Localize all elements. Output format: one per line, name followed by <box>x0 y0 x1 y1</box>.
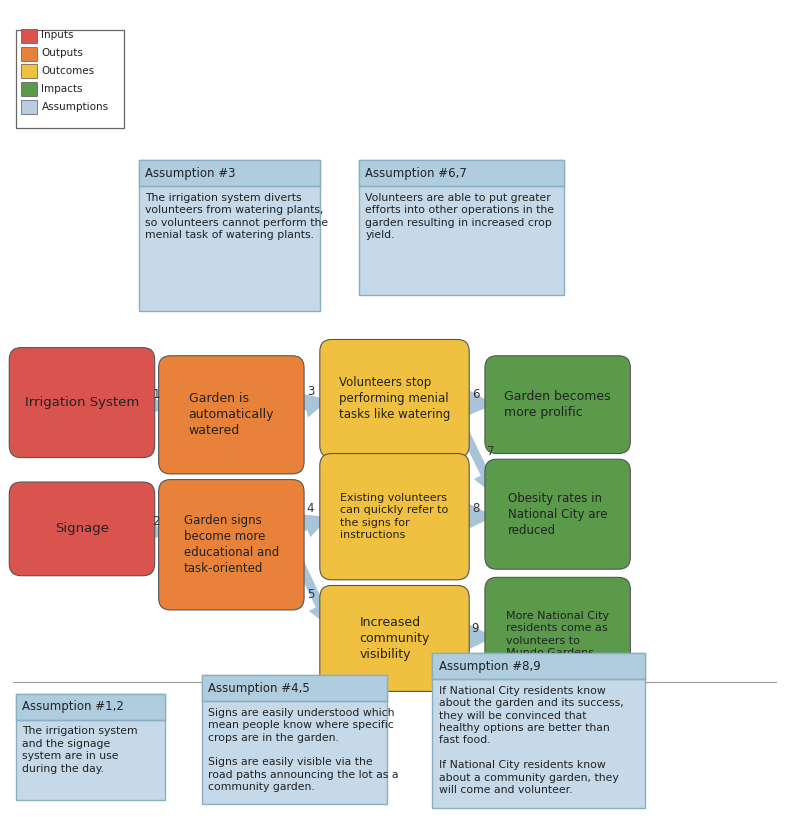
FancyBboxPatch shape <box>16 30 124 128</box>
FancyBboxPatch shape <box>9 482 155 576</box>
Text: Inputs: Inputs <box>42 31 74 40</box>
Text: 1: 1 <box>152 388 160 401</box>
FancyBboxPatch shape <box>9 347 155 458</box>
FancyBboxPatch shape <box>359 160 563 186</box>
FancyBboxPatch shape <box>21 82 37 96</box>
Text: Garden is
automatically
watered: Garden is automatically watered <box>189 393 274 437</box>
FancyBboxPatch shape <box>359 160 563 295</box>
FancyBboxPatch shape <box>320 339 469 458</box>
FancyBboxPatch shape <box>21 47 37 60</box>
Text: Impacts: Impacts <box>42 84 83 94</box>
FancyBboxPatch shape <box>485 356 630 454</box>
FancyBboxPatch shape <box>21 29 37 43</box>
FancyBboxPatch shape <box>485 460 630 569</box>
Text: 6: 6 <box>472 388 479 401</box>
Text: 3: 3 <box>307 385 314 398</box>
Text: Obesity rates in
National City are
reduced: Obesity rates in National City are reduc… <box>508 492 608 537</box>
FancyBboxPatch shape <box>320 586 469 691</box>
Text: Outputs: Outputs <box>42 48 84 59</box>
Text: 2: 2 <box>152 515 160 528</box>
Text: Assumptions: Assumptions <box>42 101 109 111</box>
FancyBboxPatch shape <box>202 675 387 804</box>
FancyBboxPatch shape <box>485 578 630 691</box>
Text: 5: 5 <box>307 588 314 601</box>
Text: Signage: Signage <box>55 522 109 535</box>
FancyBboxPatch shape <box>159 479 304 610</box>
Text: Volunteers stop
performing menial
tasks like watering: Volunteers stop performing menial tasks … <box>338 376 451 421</box>
Text: Assumption #6,7: Assumption #6,7 <box>365 167 467 180</box>
Text: 9: 9 <box>472 622 479 635</box>
Text: Volunteers are able to put greater
efforts into other operations in the
garden r: Volunteers are able to put greater effor… <box>365 193 555 240</box>
Text: Increased
community
visibility: Increased community visibility <box>359 616 430 661</box>
Text: 4: 4 <box>307 502 314 516</box>
Text: Assumption #3: Assumption #3 <box>145 167 236 180</box>
FancyBboxPatch shape <box>432 653 645 679</box>
FancyBboxPatch shape <box>139 160 320 186</box>
Text: Assumption #1,2: Assumption #1,2 <box>22 700 124 714</box>
Text: Outcomes: Outcomes <box>42 66 95 76</box>
Text: Garden signs
become more
educational and
task-oriented: Garden signs become more educational and… <box>184 514 279 575</box>
FancyBboxPatch shape <box>432 653 645 808</box>
Text: The irrigation system
and the signage
system are in use
during the day.: The irrigation system and the signage sy… <box>22 727 137 774</box>
Text: Assumption #8,9: Assumption #8,9 <box>439 660 540 672</box>
Text: Irrigation System: Irrigation System <box>24 396 139 409</box>
Text: More National City
residents come as
volunteers to
Mundo Gardens: More National City residents come as vol… <box>506 610 609 658</box>
FancyBboxPatch shape <box>202 675 387 701</box>
Text: Garden becomes
more prolific: Garden becomes more prolific <box>504 390 611 419</box>
Text: Existing volunteers
can quickly refer to
the signs for
instructions: Existing volunteers can quickly refer to… <box>340 493 449 540</box>
Text: 7: 7 <box>487 445 494 458</box>
Text: Signs are easily understood which
mean people know where specific
crops are in t: Signs are easily understood which mean p… <box>208 708 398 792</box>
Text: If National City residents know
about the garden and its success,
they will be c: If National City residents know about th… <box>439 686 623 795</box>
Text: The irrigation system diverts
volunteers from watering plants,
so volunteers can: The irrigation system diverts volunteers… <box>145 193 328 240</box>
Text: Assumption #4,5: Assumption #4,5 <box>208 681 310 695</box>
FancyBboxPatch shape <box>21 64 37 78</box>
FancyBboxPatch shape <box>139 160 320 311</box>
FancyBboxPatch shape <box>21 100 37 114</box>
FancyBboxPatch shape <box>159 356 304 474</box>
FancyBboxPatch shape <box>16 694 165 799</box>
Text: 8: 8 <box>472 502 479 515</box>
FancyBboxPatch shape <box>16 694 165 720</box>
FancyBboxPatch shape <box>320 454 469 580</box>
